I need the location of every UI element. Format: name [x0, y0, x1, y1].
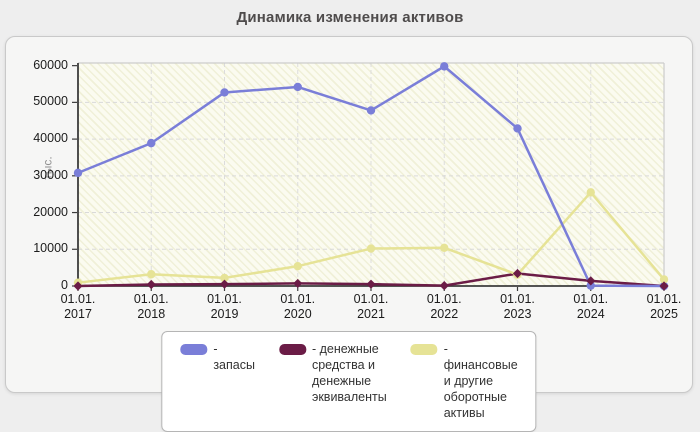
x-tick-year: 2023: [503, 307, 532, 321]
x-tick-date: 01.01.: [133, 292, 169, 306]
legend-swatch-icon: [410, 344, 438, 355]
x-tick-year: 2020: [283, 307, 312, 321]
x-tick-label: 01.01. 2021: [336, 292, 406, 322]
data-point-1-6: [512, 268, 523, 279]
data-point-2-8: [659, 275, 669, 284]
y-tick-label: 50000: [33, 94, 68, 109]
x-tick-date: 01.01.: [426, 292, 462, 306]
x-tick-date: 01.01.: [573, 292, 609, 306]
x-tick-date: 01.01.: [280, 292, 316, 306]
legend-label: - денежные средства и денежные эквивален…: [311, 342, 387, 404]
x-tick-label: 01.01. 2020: [263, 292, 333, 322]
y-tick-label: 10000: [33, 241, 68, 256]
data-point-1-3: [293, 278, 303, 289]
x-tick-year: 2017: [64, 307, 92, 321]
data-point-1-1: [146, 279, 156, 290]
data-point-1-5: [439, 281, 449, 291]
chart-card: тыс. - запасы - денежные средства и денеж…: [5, 36, 693, 432]
data-point-0-7: [586, 281, 595, 290]
data-point-0-0: [73, 168, 83, 178]
legend-item-1: - денежные средства и денежные эквивален…: [278, 341, 387, 405]
x-tick-year: 2022: [430, 307, 459, 321]
legend: - запасы - денежные средства и денежные э…: [161, 331, 537, 432]
x-tick-label: 01.01. 2025: [629, 292, 699, 322]
x-tick-date: 01.01.: [207, 292, 242, 306]
data-point-1-8: [659, 281, 669, 291]
data-point-2-7: [586, 188, 595, 197]
data-point-0-1: [147, 138, 156, 148]
data-point-2-5: [440, 243, 449, 253]
data-point-1-4: [366, 279, 376, 289]
x-tick-date: 01.01.: [646, 292, 682, 306]
x-tick-label: 01.01. 2018: [116, 292, 186, 322]
legend-label: - финансовые и другие оборотные активы: [443, 342, 518, 420]
x-tick-label: 01.01. 2023: [483, 292, 553, 322]
x-tick-year: 2018: [137, 307, 166, 321]
legend-label: - запасы: [213, 342, 255, 372]
y-tick-label: 40000: [33, 131, 68, 146]
y-tick-label: 20000: [33, 204, 68, 219]
y-tick-label: 60000: [33, 57, 68, 72]
data-point-2-1: [147, 270, 156, 279]
x-tick-label: 01.01. 2019: [190, 292, 260, 322]
plot-area: [72, 62, 669, 291]
legend-item-2: - финансовые и другие оборотные активы: [410, 341, 518, 421]
data-point-2-2: [220, 273, 229, 283]
legend-item-0: - запасы: [180, 341, 255, 373]
data-point-0-6: [513, 124, 522, 133]
data-point-1-0: [73, 281, 83, 291]
x-tick-date: 01.01.: [500, 292, 535, 306]
data-point-0-2: [220, 88, 229, 97]
data-point-1-2: [219, 279, 230, 289]
data-point-0-4: [366, 106, 376, 115]
x-tick-label: 01.01. 2024: [556, 292, 626, 322]
data-point-2-3: [293, 261, 302, 271]
x-tick-year: 2021: [357, 307, 385, 321]
legend-swatch-icon: [278, 344, 306, 355]
chart-canvas: [72, 62, 669, 291]
data-point-2-4: [366, 244, 376, 253]
x-tick-label: 01.01. 2017: [43, 292, 113, 322]
data-point-0-5: [440, 62, 449, 71]
x-tick-date: 01.01.: [353, 292, 389, 306]
legend-swatch-icon: [180, 344, 208, 355]
x-tick-year: 2019: [210, 307, 239, 321]
x-tick-year: 2025: [650, 307, 678, 321]
x-tick-year: 2024: [576, 307, 605, 321]
x-tick-label: 01.01. 2022: [409, 292, 479, 322]
y-tick-label: 30000: [33, 167, 68, 182]
chart-title: Динамика изменения активов: [236, 9, 464, 26]
y-tick-label: 0: [61, 278, 68, 292]
x-tick-date: 01.01.: [60, 292, 96, 306]
data-point-0-3: [293, 82, 302, 92]
